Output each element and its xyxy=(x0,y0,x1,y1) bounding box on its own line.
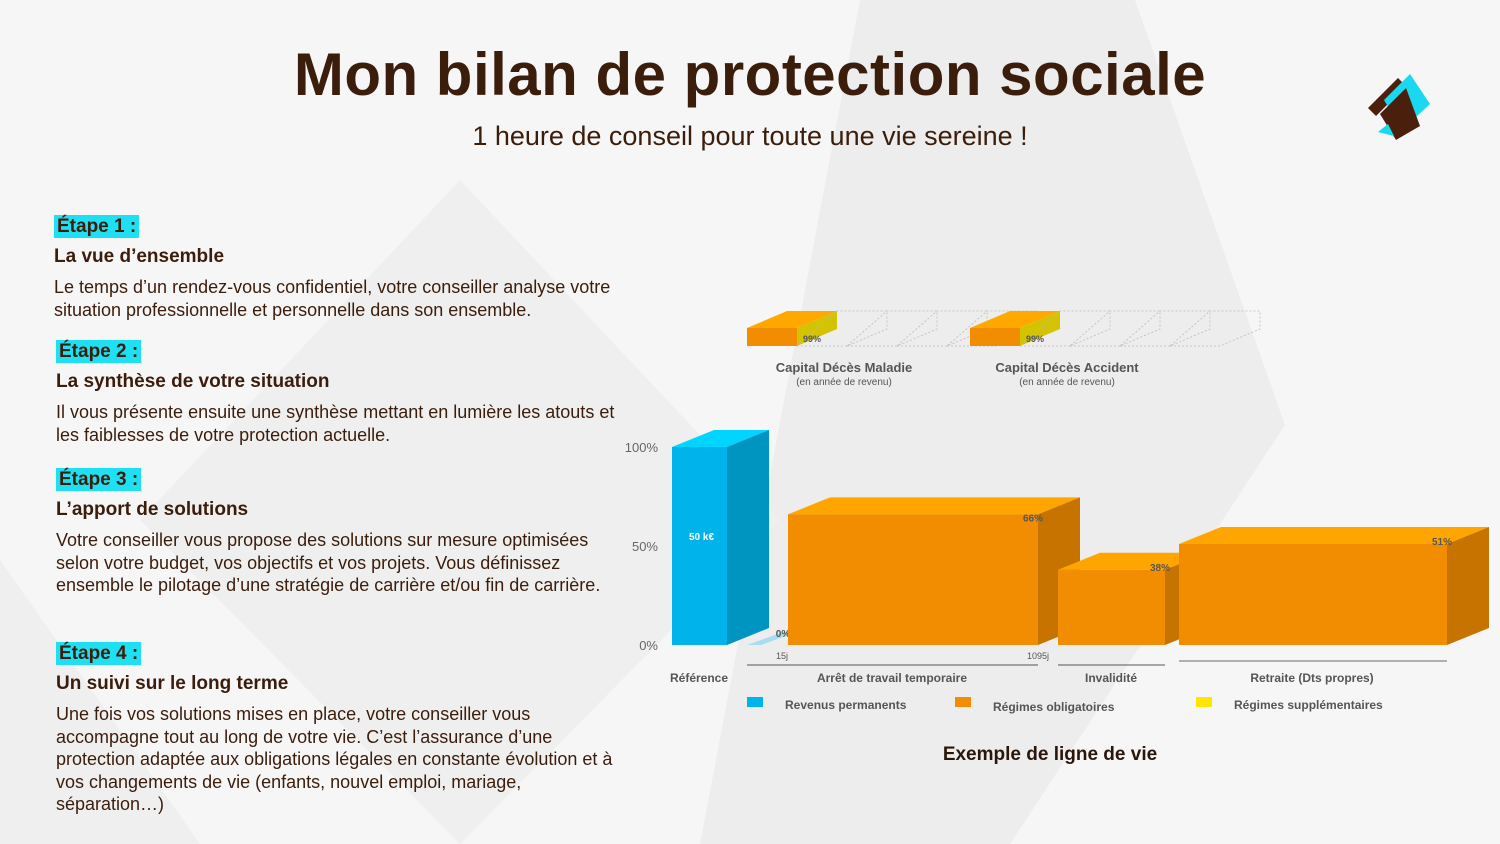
step-3: Étape 3 : L’apport de solutions Votre co… xyxy=(56,468,616,597)
bar-data-label: 51% xyxy=(1432,537,1452,548)
category-label: Invalidité xyxy=(1085,671,1137,685)
bar-front xyxy=(1179,544,1447,645)
legend-swatch xyxy=(955,697,971,707)
page-title: Mon bilan de protection sociale xyxy=(293,41,1207,108)
step-2: Étape 2 : La synthèse de votre situation… xyxy=(56,340,616,446)
bar-front xyxy=(672,447,727,645)
capital-empty-box xyxy=(1118,310,1211,347)
step-heading: L’apport de solutions xyxy=(56,499,249,520)
bar-data-label: 66% xyxy=(1023,513,1043,524)
capital-empty-box xyxy=(895,310,988,347)
capital-name-label: Capital Décès Maladie xyxy=(776,360,913,375)
range-start-label: 15j xyxy=(776,651,788,661)
chart-caption: Exemple de ligne de vie xyxy=(942,744,1158,765)
category-label: Référence xyxy=(670,671,728,685)
step-4: Étape 4 : Un suivi sur le long terme Une… xyxy=(56,642,616,816)
bar-top xyxy=(672,430,769,447)
capital-bar-front xyxy=(747,328,797,346)
capital-empty-box xyxy=(1068,310,1161,347)
y-tick-label: 50% xyxy=(632,539,658,554)
capital-bar-front xyxy=(970,328,1020,346)
step-heading: La vue d’ensemble xyxy=(54,246,225,267)
capital-value-label: 99% xyxy=(1026,334,1044,344)
category-label: Arrêt de travail temporaire xyxy=(817,671,967,685)
capital-note-label: (en année de revenu) xyxy=(796,377,892,388)
capital-value-label: 99% xyxy=(803,334,821,344)
bar-front xyxy=(788,514,1038,645)
bar-top xyxy=(788,497,1080,515)
capital-note-label: (en année de revenu) xyxy=(1019,377,1115,388)
range-end-label: 1095j xyxy=(1027,651,1049,661)
bar-top xyxy=(1179,527,1489,545)
y-tick-label: 0% xyxy=(639,638,658,653)
brand-logo-icon xyxy=(1368,74,1430,140)
legend-swatch xyxy=(747,697,763,707)
bar-data-label: 50 k€ xyxy=(689,532,714,543)
step-tag: Étape 4 : xyxy=(56,642,142,665)
bar-top xyxy=(1058,552,1207,570)
step-heading: Un suivi sur le long terme xyxy=(56,673,289,694)
step-body: Votre conseiller vous propose des soluti… xyxy=(56,530,601,596)
page-subtitle: 1 heure de conseil pour toute une vie se… xyxy=(472,121,1028,151)
step-tag: Étape 1 : xyxy=(54,215,140,238)
step-tag: Étape 3 : xyxy=(56,468,142,491)
legend-label: Régimes supplémentaires xyxy=(1234,698,1383,712)
category-label: Retraite (Dts propres) xyxy=(1250,671,1373,685)
bar-zero xyxy=(747,632,797,645)
step-heading: La synthèse de votre situation xyxy=(56,371,330,392)
capital-empty-box xyxy=(845,310,938,347)
capital-bar-top xyxy=(970,311,1060,328)
capital-name-label: Capital Décès Accident xyxy=(995,360,1139,375)
bar-side xyxy=(1447,527,1489,645)
step-body: Une fois vos solutions mises en place, v… xyxy=(56,704,613,815)
bar-data-label: 38% xyxy=(1150,563,1170,574)
capital-empty-box xyxy=(1168,310,1261,347)
legend-swatch xyxy=(1196,697,1212,707)
step-body: Il vous présente ensuite une synthèse me… xyxy=(56,402,615,445)
legend-label: Revenus permanents xyxy=(785,698,907,712)
step-1: Étape 1 : La vue d’ensemble Le temps d’u… xyxy=(54,215,614,321)
step-body: Le temps d’un rendez-vous confidentiel, … xyxy=(54,277,611,320)
capital-bar-top xyxy=(747,311,837,328)
capital-empty-box xyxy=(1018,310,1111,347)
legend-label: Régimes obligatoires xyxy=(993,700,1115,714)
bar-front xyxy=(1058,569,1165,645)
life-line-chart: 0% 50% 100% 50 k€ 0% 66% 38% 51% 15j 1095j Référen… xyxy=(625,310,1489,714)
capital-empty-box xyxy=(795,310,888,347)
step-tag: Étape 2 : xyxy=(56,340,142,363)
bar-data-label: 0% xyxy=(776,629,791,640)
bar-side xyxy=(727,430,769,645)
y-tick-label: 100% xyxy=(625,440,659,455)
